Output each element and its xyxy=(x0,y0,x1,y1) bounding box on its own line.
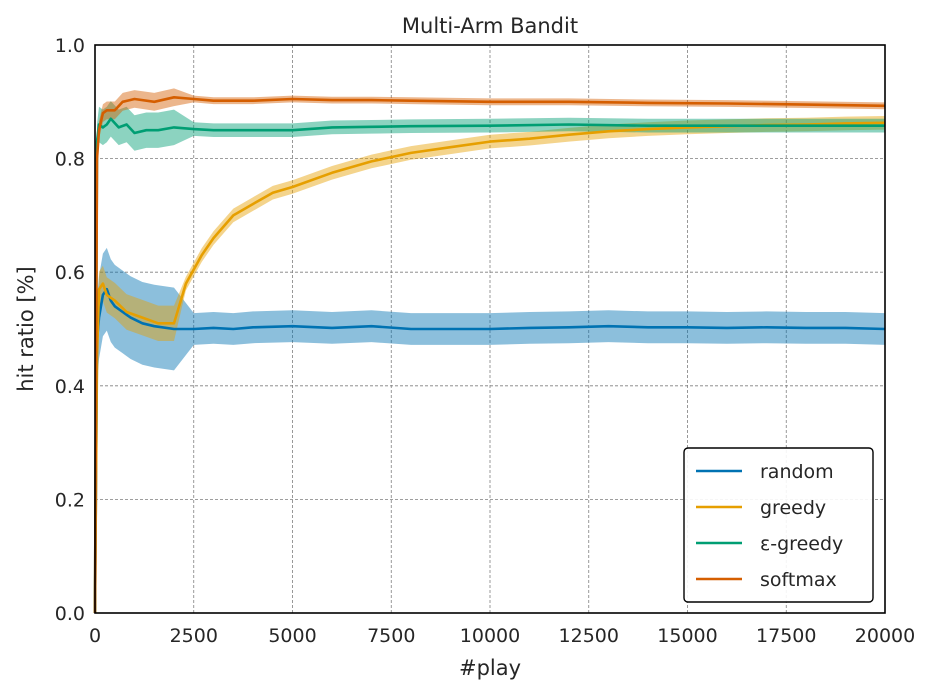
y-tick-label: 0.6 xyxy=(55,262,85,284)
x-tick-label: 17500 xyxy=(756,625,816,647)
series-band-0 xyxy=(95,247,885,613)
grid xyxy=(95,45,885,613)
series-lines xyxy=(93,96,886,614)
x-tick-label: 20000 xyxy=(855,625,915,647)
legend-label-3: softmax xyxy=(760,569,837,591)
legend-label-2: ε-greedy xyxy=(760,533,843,555)
x-tick-label: 10000 xyxy=(460,625,520,647)
chart-title: Multi-Arm Bandit xyxy=(402,14,578,38)
x-tick-label: 5000 xyxy=(268,625,316,647)
legend-box xyxy=(683,447,874,603)
x-axis-label: #play xyxy=(459,656,521,680)
confidence-bands xyxy=(95,88,885,613)
series-line-3 xyxy=(93,96,886,614)
legend-label-1: greedy xyxy=(760,497,826,519)
series-line-1 xyxy=(93,121,886,614)
x-tick-label: 15000 xyxy=(657,625,717,647)
y-tick-label: 0.8 xyxy=(55,149,85,171)
series-line-2 xyxy=(93,117,885,614)
plot-frame xyxy=(94,44,886,614)
axis-ticks: 0 2500 5000 7500 10000 12500 15000 17500 20000 0.… xyxy=(55,35,915,647)
x-tick-label: 7500 xyxy=(367,625,415,647)
y-tick-label: 0.0 xyxy=(55,603,85,625)
y-tick-label: 1.0 xyxy=(55,35,85,57)
x-tick-label: 12500 xyxy=(559,625,619,647)
x-tick-label: 2500 xyxy=(170,625,218,647)
y-tick-label: 0.4 xyxy=(55,376,85,398)
y-tick-label: 0.2 xyxy=(55,489,85,511)
y-axis-label: hit ratio [%] xyxy=(14,266,38,392)
legend-label-0: random xyxy=(760,461,834,483)
x-tick-label: 0 xyxy=(89,625,101,647)
legend: random greedy ε-greedy softmax xyxy=(683,447,874,603)
series-line-0 xyxy=(93,287,886,614)
